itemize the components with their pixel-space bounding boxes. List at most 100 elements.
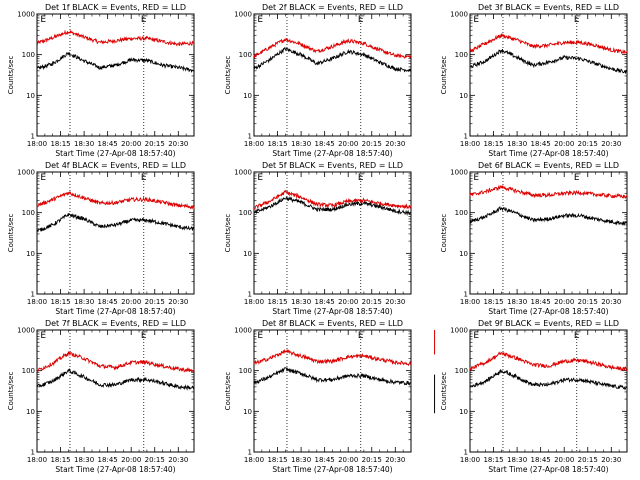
y-axis-label: Counts/sec [440, 372, 448, 411]
lld-series-line [36, 351, 195, 373]
x-tick-label: 18:00 [244, 140, 264, 148]
panel-title: Det 6f BLACK = Events, RED = LLD [478, 161, 619, 170]
panel-det-5: Det 5f BLACK = Events, RED = LLD Counts/s… [224, 161, 412, 316]
y-tick-label: 1 [248, 449, 252, 457]
y-tick-label: 10 [26, 408, 35, 416]
x-tick-label: 20:15 [362, 140, 382, 148]
x-tick-label: 18:45 [531, 456, 551, 464]
x-tick-label: 20:00 [554, 140, 574, 148]
y-tick-label: 1 [31, 449, 35, 457]
panel-title: Det 1f BLACK = Events, RED = LLD [45, 3, 186, 12]
x-tick-label: 20:30 [385, 298, 405, 306]
lld-series-line [253, 348, 412, 367]
y-tick-label: 1 [248, 291, 252, 299]
event-marker-label: E [473, 331, 479, 341]
plot-frame [469, 13, 628, 137]
x-tick-label: 18:00 [460, 298, 480, 306]
x-tick-label: 18:15 [50, 140, 70, 148]
event-marker-label: E [358, 173, 364, 183]
lld-series-line [469, 33, 628, 55]
panel-title: Det 9f BLACK = Events, RED = LLD [478, 319, 619, 328]
y-tick-label: 10 [243, 408, 252, 416]
panel-title: Det 8f BLACK = Events, RED = LLD [262, 319, 403, 328]
panel-title: Det 5f BLACK = Events, RED = LLD [262, 161, 403, 170]
x-axis-label: Start Time (27-Apr-08 18:57:40) [55, 307, 175, 316]
event-marker-label: E [40, 173, 46, 183]
event-marker-label: E [358, 331, 364, 341]
plot-frame [469, 171, 628, 295]
y-axis-label: Counts/sec [7, 372, 15, 411]
x-axis-label: Start Time (27-Apr-08 18:57:40) [55, 465, 175, 474]
panel-det-8: Det 8f BLACK = Events, RED = LLD Counts/s… [224, 319, 436, 474]
events-series-line [253, 367, 412, 386]
x-tick-label: 18:15 [267, 298, 287, 306]
x-tick-label: 20:15 [578, 298, 598, 306]
x-tick-label: 18:00 [27, 140, 47, 148]
y-tick-label: 1000 [450, 327, 468, 335]
y-tick-label: 10 [26, 250, 35, 258]
plot-frame [253, 329, 412, 453]
x-tick-label: 20:30 [385, 140, 405, 148]
panel-det-6: Det 6f BLACK = Events, RED = LLD Counts/s… [440, 161, 628, 316]
y-tick-label: 100 [455, 209, 468, 217]
panel-title: Det 2f BLACK = Events, RED = LLD [262, 3, 403, 12]
x-tick-label: 20:00 [121, 140, 141, 148]
x-tick-label: 20:15 [145, 298, 165, 306]
x-tick-label: 18:15 [483, 298, 503, 306]
y-axis-label: Counts/sec [224, 56, 232, 95]
events-series-line [36, 212, 195, 233]
y-tick-label: 1000 [17, 327, 35, 335]
y-tick-label: 10 [459, 92, 468, 100]
y-axis-label: Counts/sec [224, 372, 232, 411]
x-tick-label: 18:15 [50, 456, 70, 464]
event-marker-label: E [574, 173, 580, 183]
y-tick-label: 100 [22, 367, 35, 375]
x-tick-label: 18:00 [460, 456, 480, 464]
lld-series-line [253, 189, 412, 210]
y-tick-label: 1 [248, 133, 252, 141]
x-axis-label: Start Time (27-Apr-08 18:57:40) [488, 307, 608, 316]
x-tick-label: 20:30 [601, 140, 621, 148]
y-tick-label: 1000 [234, 169, 252, 177]
plot-frame [36, 171, 195, 295]
x-tick-label: 20:30 [601, 298, 621, 306]
panel-title: Det 7f BLACK = Events, RED = LLD [45, 319, 186, 328]
x-tick-label: 20:00 [121, 456, 141, 464]
x-tick-label: 18:00 [244, 298, 264, 306]
lld-series-line [469, 351, 627, 372]
y-tick-label: 1 [464, 449, 468, 457]
y-tick-label: 1000 [234, 11, 252, 19]
y-tick-label: 100 [22, 209, 35, 217]
y-axis-label: Counts/sec [440, 56, 448, 95]
x-tick-label: 18:45 [98, 456, 118, 464]
panel-det-9: Det 9f BLACK = Events, RED = LLD Counts/s… [440, 319, 628, 474]
event-marker-label: E [257, 15, 263, 25]
x-tick-label: 18:30 [291, 456, 311, 464]
y-tick-label: 1 [464, 133, 468, 141]
event-marker-label: E [473, 173, 479, 183]
x-tick-label: 20:15 [578, 456, 598, 464]
y-tick-label: 100 [239, 209, 252, 217]
x-tick-label: 18:15 [483, 456, 503, 464]
events-series-line [253, 196, 412, 216]
x-tick-label: 18:45 [315, 456, 335, 464]
y-tick-label: 100 [239, 367, 252, 375]
x-tick-label: 18:15 [50, 298, 70, 306]
plot-frame [253, 171, 412, 295]
x-tick-label: 20:30 [168, 140, 188, 148]
y-tick-label: 100 [239, 51, 252, 59]
lld-series-line [36, 29, 195, 47]
lld-series-line [253, 38, 412, 59]
x-tick-label: 20:00 [338, 298, 358, 306]
x-tick-label: 20:15 [145, 456, 165, 464]
events-series-line [36, 51, 195, 73]
x-tick-label: 18:00 [27, 298, 47, 306]
y-axis-label: Counts/sec [7, 214, 15, 253]
y-tick-label: 100 [455, 367, 468, 375]
x-tick-label: 18:30 [291, 140, 311, 148]
lld-series-line [469, 184, 628, 200]
y-axis-label: Counts/sec [440, 214, 448, 253]
x-tick-label: 20:30 [385, 456, 405, 464]
x-tick-label: 18:00 [27, 456, 47, 464]
x-axis-label: Start Time (27-Apr-08 18:57:40) [488, 149, 608, 158]
